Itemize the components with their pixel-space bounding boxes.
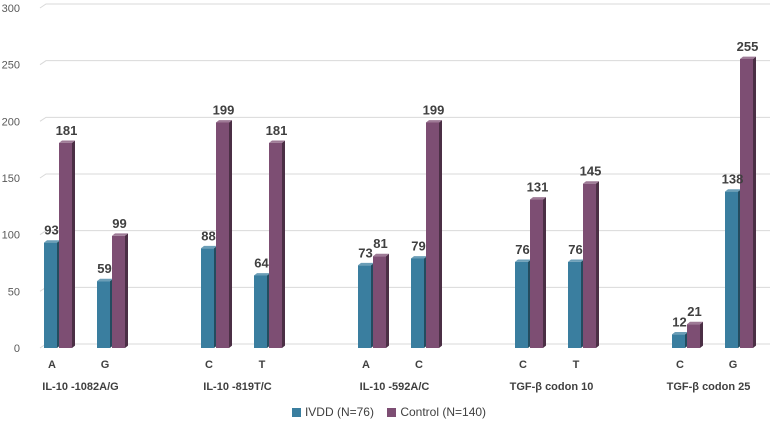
y-tick-label-150: 150 — [2, 173, 20, 185]
bar-ivdd-4 — [358, 262, 374, 348]
group-label-1: IL-10 -819T/C — [203, 381, 272, 393]
bar-control-1 — [112, 233, 128, 348]
bar-control-2 — [216, 120, 232, 348]
legend: IVDD (N=76) Control (N=140) — [0, 405, 778, 419]
category-label-0: A — [48, 359, 56, 371]
gridline-0 — [39, 343, 770, 349]
category-label-3: T — [259, 359, 266, 371]
y-tick-label-200: 200 — [2, 116, 20, 128]
bar-chart: 0 50 100 150 200 250 300 93 181 59 99 88 199 64 181 73… — [2, 3, 770, 393]
data-label-ivdd-1: 59 — [97, 261, 111, 276]
bar-ivdd-1 — [97, 278, 113, 348]
y-tick-label-250: 250 — [2, 60, 20, 72]
group-labels: IL-10 -1082A/G IL-10 -819T/C IL-10 -592A/C… — [42, 381, 750, 393]
data-label-ivdd-0: 93 — [44, 223, 58, 238]
gridline-100 — [39, 230, 770, 236]
bars — [44, 56, 756, 348]
gridline-150 — [39, 173, 770, 179]
data-label-ivdd-2: 88 — [201, 228, 215, 243]
data-label-control-5: 199 — [423, 102, 445, 117]
bar-ivdd-3 — [254, 273, 270, 348]
data-label-ivdd-5: 79 — [411, 238, 425, 253]
category-label-4: A — [362, 359, 370, 371]
category-label-6: C — [519, 359, 527, 371]
bar-ivdd-8 — [672, 332, 688, 348]
y-axis-ticks: 0 50 100 150 200 250 300 — [2, 3, 20, 355]
data-label-control-8: 21 — [687, 304, 701, 319]
bar-ivdd-0 — [44, 240, 60, 348]
category-label-1: G — [101, 359, 110, 371]
data-label-ivdd-3: 64 — [254, 255, 269, 270]
group-label-4: TGF-β codon 25 — [667, 381, 751, 393]
data-label-ivdd-7: 76 — [568, 242, 582, 257]
y-tick-label-0: 0 — [14, 343, 20, 355]
gridlines — [39, 3, 770, 349]
bar-control-4 — [373, 253, 389, 348]
legend-item-ivdd: IVDD (N=76) — [291, 405, 374, 419]
y-tick-label-50: 50 — [8, 286, 20, 298]
data-label-control-9: 255 — [737, 39, 759, 54]
data-label-control-4: 81 — [373, 236, 387, 251]
group-label-0: IL-10 -1082A/G — [42, 381, 118, 393]
bar-control-6 — [530, 197, 546, 348]
bar-control-3 — [269, 140, 285, 348]
gridline-250 — [39, 60, 770, 66]
data-label-ivdd-6: 76 — [515, 242, 529, 257]
data-label-control-6: 131 — [527, 180, 549, 195]
bar-control-5 — [426, 120, 442, 348]
gridline-200 — [39, 116, 770, 122]
legend-swatch-control — [387, 408, 397, 417]
data-label-control-0: 181 — [56, 123, 78, 138]
legend-item-control: Control (N=140) — [387, 405, 486, 419]
bar-ivdd-2 — [201, 245, 217, 348]
category-label-8: C — [676, 359, 684, 371]
bar-ivdd-5 — [411, 256, 427, 348]
legend-label-ivdd: IVDD (N=76) — [304, 405, 374, 419]
gridline-50 — [39, 286, 770, 292]
group-label-2: IL-10 -592A/C — [360, 381, 430, 393]
data-label-ivdd-8: 12 — [672, 314, 686, 329]
bar-control-0 — [59, 140, 75, 348]
gridline-300 — [39, 3, 770, 9]
legend-label-control: Control (N=140) — [400, 405, 487, 419]
category-label-7: T — [573, 359, 580, 371]
data-label-control-3: 181 — [266, 123, 288, 138]
bar-ivdd-6 — [515, 259, 531, 348]
bar-control-8 — [687, 321, 703, 348]
data-label-control-1: 99 — [112, 216, 126, 231]
y-tick-label-100: 100 — [2, 230, 20, 242]
bar-control-9 — [740, 56, 756, 348]
data-label-control-7: 145 — [580, 164, 602, 179]
data-label-control-2: 199 — [213, 102, 235, 117]
legend-swatch-ivdd — [291, 408, 301, 417]
data-label-ivdd-4: 73 — [358, 245, 372, 260]
category-label-5: C — [415, 359, 423, 371]
category-label-2: C — [205, 359, 213, 371]
data-label-ivdd-9: 138 — [722, 172, 744, 187]
bar-control-7 — [583, 181, 599, 348]
y-tick-label-300: 300 — [2, 3, 20, 15]
bar-ivdd-9 — [725, 189, 741, 348]
group-label-3: TGF-β codon 10 — [510, 381, 594, 393]
category-label-9: G — [729, 359, 738, 371]
bar-ivdd-7 — [568, 259, 584, 348]
